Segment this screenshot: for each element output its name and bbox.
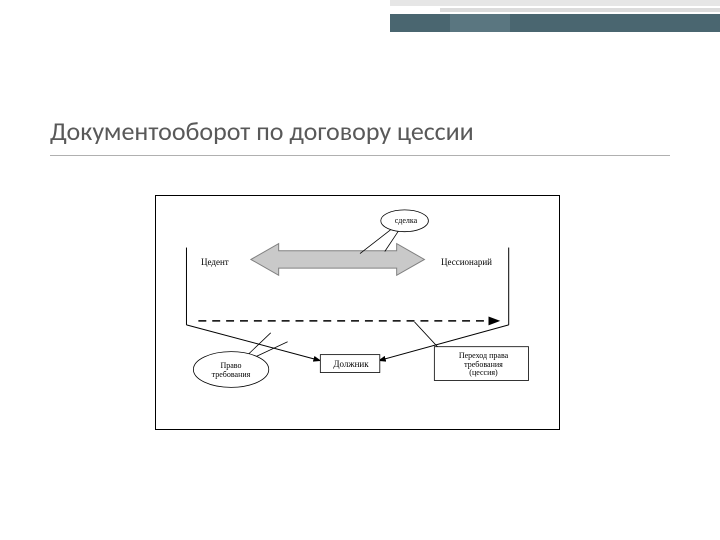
big-double-arrow xyxy=(251,244,425,276)
slide-top-decor xyxy=(390,0,720,34)
label-pravo: Правотребования xyxy=(193,353,269,389)
diagram-frame: сделка Цедент Цессионарий Должник Правот… xyxy=(155,195,560,430)
label-sdelka: сделка xyxy=(382,210,430,232)
page-title: Документооборот по договору цессии xyxy=(50,115,474,147)
label-tsessionariy: Цессионарий xyxy=(441,258,492,268)
label-tsedent: Цедент xyxy=(201,258,229,268)
label-perehod: Переход праватребования(цессия) xyxy=(436,348,531,382)
diagram-svg xyxy=(156,196,559,429)
title-underline xyxy=(50,155,670,156)
edges xyxy=(186,230,508,361)
label-dolzhnik: Должник xyxy=(321,356,381,374)
